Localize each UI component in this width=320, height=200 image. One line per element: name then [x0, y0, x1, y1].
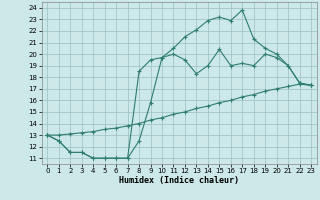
X-axis label: Humidex (Indice chaleur): Humidex (Indice chaleur) — [119, 176, 239, 185]
